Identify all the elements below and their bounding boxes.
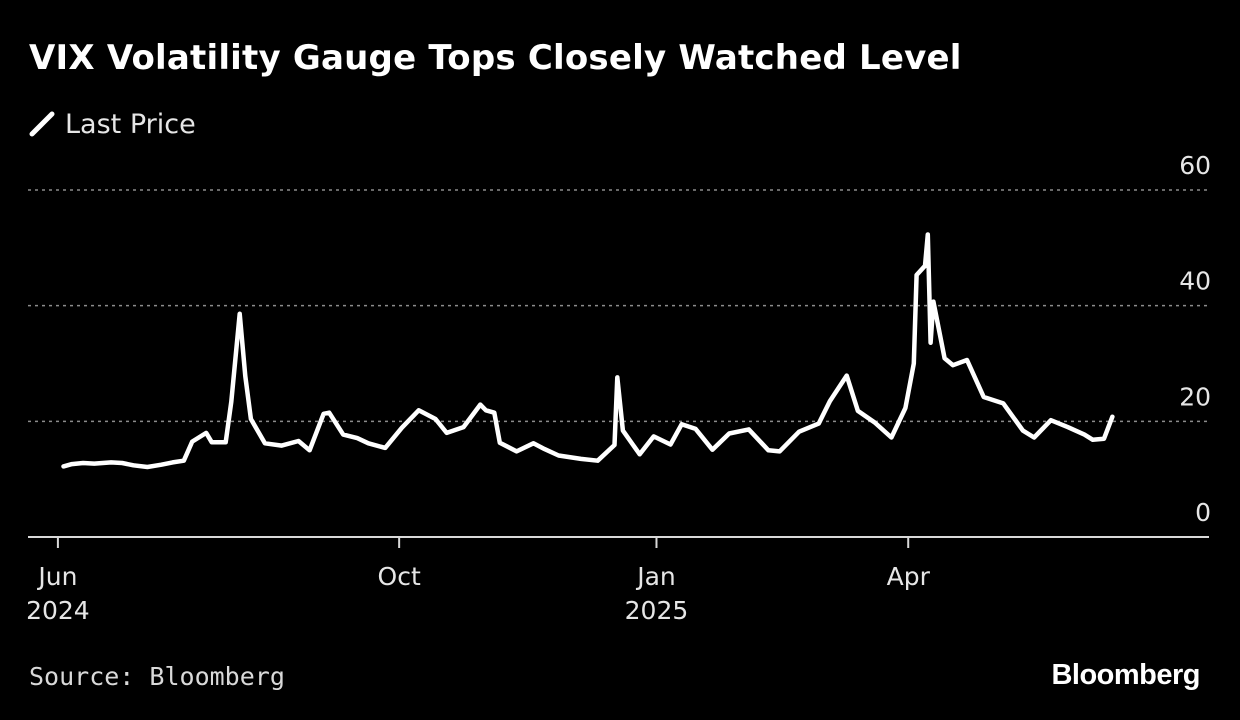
x-tick-year-2025: 2025 bbox=[625, 596, 689, 625]
legend: Last Price bbox=[29, 106, 196, 142]
y-tick-label-60: 60 bbox=[1179, 151, 1211, 180]
brand-logo: Bloomberg bbox=[1051, 659, 1200, 691]
legend-line-icon bbox=[29, 111, 55, 137]
x-tick-label-jan: Jan bbox=[635, 562, 676, 591]
series-line-last-price bbox=[61, 232, 1115, 470]
y-tick-label-40: 40 bbox=[1179, 267, 1211, 296]
source-note: Source: Bloomberg bbox=[29, 662, 285, 691]
x-tick-label-apr: Apr bbox=[887, 562, 931, 591]
y-tick-label-0: 0 bbox=[1195, 498, 1211, 527]
legend-label: Last Price bbox=[65, 108, 196, 140]
x-tick-label-oct: Oct bbox=[378, 562, 421, 591]
y-tick-label-20: 20 bbox=[1179, 382, 1211, 411]
x-tick-label-jun: Jun bbox=[36, 562, 77, 591]
chart-title: VIX Volatility Gauge Tops Closely Watche… bbox=[29, 38, 962, 78]
x-tick-year-2024: 2024 bbox=[26, 596, 90, 625]
